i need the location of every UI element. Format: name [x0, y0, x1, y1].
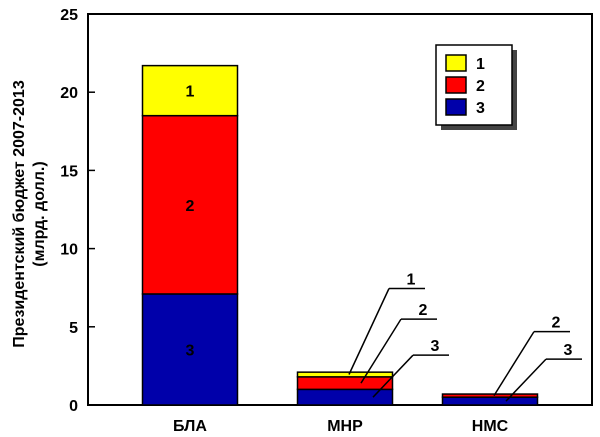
y-tick-label: 10	[60, 242, 78, 259]
legend-swatch	[445, 98, 467, 116]
bar-segment	[141, 293, 239, 406]
legend-swatch	[445, 54, 467, 72]
bar-segment	[141, 114, 239, 295]
legend-swatch	[445, 76, 467, 94]
callout-label: 3	[431, 338, 440, 355]
labels: 1 2 3	[186, 84, 195, 360]
callout-line	[505, 358, 547, 402]
bar-value-label: 1	[186, 84, 195, 101]
callout-line	[372, 354, 414, 398]
bar-segment	[296, 376, 394, 391]
bar-segment	[441, 396, 539, 406]
legend: 1 2 3	[435, 44, 517, 130]
bar-value-label: 3	[186, 342, 195, 359]
callout-line	[493, 331, 535, 397]
y-tick-label: 5	[69, 320, 78, 337]
callout-line	[360, 318, 402, 384]
y-tick-label: 15	[60, 163, 78, 180]
legend-label: 2	[476, 78, 485, 95]
y-axis-label: Президентский бюджет 2007-2013	[11, 80, 28, 348]
x-tick-label: НМС	[472, 418, 509, 435]
legend-label: 3	[476, 100, 485, 117]
bar-segment	[296, 371, 394, 378]
bar-value-label: 2	[186, 198, 195, 215]
callout-label: 2	[419, 302, 428, 319]
bar-segment	[141, 64, 239, 117]
x-tick-label: МНР	[327, 418, 363, 435]
legend-label: 1	[476, 56, 485, 73]
callout-label: 2	[552, 315, 561, 332]
callout-line	[348, 288, 390, 375]
y-tick-label: 20	[60, 85, 78, 102]
y-tick-label: 0	[69, 398, 78, 415]
x-tick-label: БЛА	[173, 418, 207, 435]
callout-label: 1	[407, 272, 416, 289]
y-tick-label: 25	[60, 7, 78, 24]
y-axis-label-unit: (млрд. долл.)	[31, 161, 48, 266]
callout-label: 3	[564, 342, 573, 359]
bars	[141, 64, 539, 406]
bar-segment	[441, 393, 539, 398]
